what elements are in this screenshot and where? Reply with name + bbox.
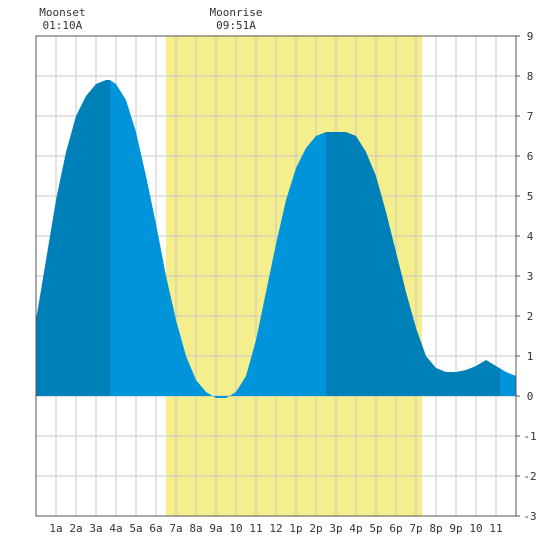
tide-area-segment [326, 132, 500, 396]
x-tick-label: 8p [429, 522, 442, 535]
x-tick-label: 5a [129, 522, 142, 535]
moon-event-time: 09:51A [216, 19, 256, 32]
y-tick-label: 3 [527, 270, 534, 283]
tide-area-layer [36, 80, 516, 398]
x-tick-label: 10 [469, 522, 482, 535]
y-tick-label: 0 [527, 390, 534, 403]
x-tick-label: 8a [189, 522, 202, 535]
x-tick-label: 6p [389, 522, 402, 535]
x-tick-label: 1p [289, 522, 302, 535]
tide-area-segment [500, 368, 516, 396]
y-tick-label: 2 [527, 310, 534, 323]
x-tick-label: 4a [109, 522, 122, 535]
tide-area-segment [110, 80, 326, 398]
x-tick-label: 10 [229, 522, 242, 535]
moon-event-time: 01:10A [43, 19, 83, 32]
y-tick-label: 5 [527, 190, 534, 203]
x-tick-label: 3a [89, 522, 102, 535]
moon-event-label: Moonset [39, 6, 85, 19]
x-tick-label: 9a [209, 522, 222, 535]
y-tick-label: -1 [523, 430, 536, 443]
x-tick-label: 9p [449, 522, 462, 535]
y-tick-label: 6 [527, 150, 534, 163]
x-tick-label: 2a [69, 522, 82, 535]
y-tick-label: 7 [527, 110, 534, 123]
x-tick-label: 11 [489, 522, 502, 535]
y-tick-label: -2 [523, 470, 536, 483]
moon-event-label: Moonrise [210, 6, 263, 19]
y-tick-label: 8 [527, 70, 534, 83]
x-tick-label: 1a [49, 522, 62, 535]
x-tick-label: 5p [369, 522, 382, 535]
x-tick-label: 2p [309, 522, 322, 535]
y-tick-label: 1 [527, 350, 534, 363]
x-tick-label: 12 [269, 522, 282, 535]
x-tick-label: 4p [349, 522, 362, 535]
x-tick-label: 7a [169, 522, 182, 535]
y-tick-label: 4 [527, 230, 534, 243]
x-tick-label: 3p [329, 522, 342, 535]
tide-area-segment [36, 80, 110, 396]
x-tick-label: 11 [249, 522, 262, 535]
y-tick-label: -3 [523, 510, 536, 523]
y-tick-label: 9 [527, 30, 534, 43]
x-tick-label: 6a [149, 522, 162, 535]
x-tick-label: 7p [409, 522, 422, 535]
